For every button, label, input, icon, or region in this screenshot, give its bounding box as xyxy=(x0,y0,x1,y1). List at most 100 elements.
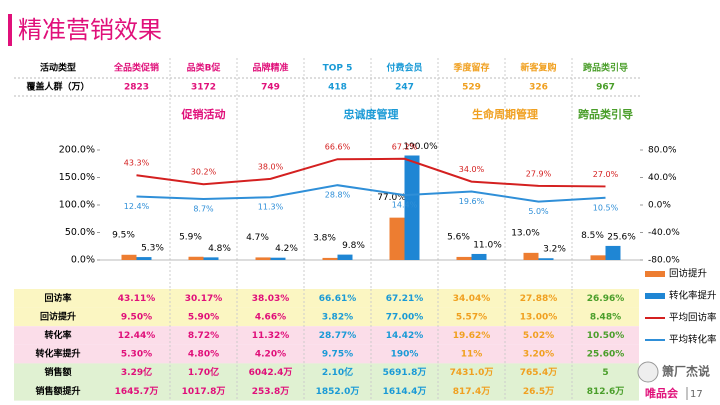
line-label: 38.0% xyxy=(258,162,284,171)
line-label: 14.4% xyxy=(392,201,418,210)
line-label: 27.9% xyxy=(526,169,552,178)
cell: 14.42% xyxy=(386,331,424,341)
bar xyxy=(255,257,271,260)
cell: 1017.8万 xyxy=(182,386,226,397)
group-label: 跨品类引导 xyxy=(578,107,633,121)
cell: 11% xyxy=(461,350,483,360)
cell: 253.8万 xyxy=(252,386,289,397)
cell: 7431.0万 xyxy=(450,367,494,378)
cell: 38.03% xyxy=(252,294,290,304)
cell: 28.77% xyxy=(319,331,357,341)
row-label: 回访提升 xyxy=(40,310,76,322)
line-label: 5.0% xyxy=(528,207,549,216)
cell: 5.90% xyxy=(188,312,219,322)
bar xyxy=(456,256,472,260)
cell: 26.5万 xyxy=(523,386,554,397)
line-label: 66.6% xyxy=(325,143,351,152)
cell: 1852.0万 xyxy=(316,386,360,397)
cell: 4.80% xyxy=(188,350,219,360)
y2-tick-label: 80.0% xyxy=(648,146,677,156)
row-label: 覆盖人群（万） xyxy=(26,81,89,93)
cell: 9.50% xyxy=(121,312,152,322)
brand: 唯品会 xyxy=(645,386,679,400)
line-label: 28.8% xyxy=(325,191,351,200)
activity-name: 季度留存 xyxy=(452,62,489,74)
cell: 25.60% xyxy=(587,350,625,360)
bar xyxy=(136,257,152,260)
reach-value: 418 xyxy=(328,83,347,93)
cell: 1.70亿 xyxy=(188,366,219,378)
y-tick-label: 150.0% xyxy=(59,172,95,183)
y-tick-label: 50.0% xyxy=(65,227,95,238)
y-tick-label: 0.0% xyxy=(71,255,95,266)
y2-tick-label: -80.0% xyxy=(648,256,680,266)
watermark: 箫厂杰说 xyxy=(662,364,710,379)
cell: 5 xyxy=(602,368,608,378)
reach-value: 3172 xyxy=(191,83,216,93)
reach-value: 529 xyxy=(462,83,481,93)
line-label: 10.5% xyxy=(593,203,619,212)
bar xyxy=(590,255,606,260)
activity-name: 品牌精准 xyxy=(252,62,288,74)
bar-label: 5.9% xyxy=(179,232,202,242)
bar xyxy=(389,217,405,260)
row-label: 转化率 xyxy=(44,329,71,341)
group-label: 忠诚度管理 xyxy=(344,107,399,121)
watermark-icon xyxy=(637,361,659,383)
cell: 2.10亿 xyxy=(322,366,353,378)
cell: 3.29亿 xyxy=(121,366,152,378)
legend-label: 平均转化率 xyxy=(669,334,717,346)
y-tick-label: 100.0% xyxy=(59,200,95,211)
line-label: 67.2% xyxy=(392,142,418,151)
bar-label: 4.8% xyxy=(208,244,231,254)
bar-label: 13.0% xyxy=(511,228,540,238)
reach-value: 967 xyxy=(596,83,615,93)
activity-name: 新客复购 xyxy=(520,62,556,74)
line-label: 11.3% xyxy=(258,203,284,212)
cell: 34.04% xyxy=(453,294,491,304)
cell: 190% xyxy=(391,350,419,360)
cell: 8.48% xyxy=(590,312,621,322)
bar-label: 190.0% xyxy=(403,142,438,152)
bar-label: 3.8% xyxy=(313,233,336,243)
cell: 67.21% xyxy=(386,294,424,304)
bar-label: 9.8% xyxy=(342,241,365,251)
y-tick-label: 200.0% xyxy=(59,145,95,156)
cell: 13.00% xyxy=(520,312,558,322)
cell: 812.6万 xyxy=(587,386,624,397)
cell: 10.50% xyxy=(587,331,625,341)
cell: 6042.4万 xyxy=(249,367,293,378)
row-label: 活动类型 xyxy=(40,62,76,74)
line-series xyxy=(136,184,606,203)
cell: 27.88% xyxy=(520,294,558,304)
bar xyxy=(605,245,621,260)
cell: 3.82% xyxy=(322,312,353,322)
y2-tick-label: 0.0% xyxy=(648,201,671,211)
line-label: 43.3% xyxy=(124,159,150,168)
bar xyxy=(471,253,487,260)
cell: 26.96% xyxy=(587,294,625,304)
cell: 817.4万 xyxy=(453,386,490,397)
legend-label: 平均回访率 xyxy=(669,312,717,324)
reach-value: 326 xyxy=(529,83,548,93)
row-label: 销售额 xyxy=(44,366,71,378)
cell: 1645.7万 xyxy=(115,386,159,397)
activity-name: 全品类促销 xyxy=(113,62,159,74)
cell: 5.30% xyxy=(121,350,152,360)
cell: 3.20% xyxy=(523,350,554,360)
activity-name: 跨品类引导 xyxy=(583,62,628,74)
title-bar xyxy=(8,14,12,46)
group-label: 促销活动 xyxy=(181,107,226,121)
reach-value: 749 xyxy=(261,83,280,93)
page-number: 17 xyxy=(690,389,703,400)
bar-label: 77.0% xyxy=(377,193,406,203)
bar xyxy=(270,257,286,260)
cell: 19.62% xyxy=(453,331,491,341)
bar-label: 3.2% xyxy=(543,245,566,255)
cell: 66.61% xyxy=(319,294,357,304)
bar-label: 11.0% xyxy=(473,240,502,250)
slide-title: 精准营销效果 xyxy=(18,16,162,44)
cell: 43.11% xyxy=(118,294,156,304)
row-label: 转化率提升 xyxy=(35,348,80,360)
